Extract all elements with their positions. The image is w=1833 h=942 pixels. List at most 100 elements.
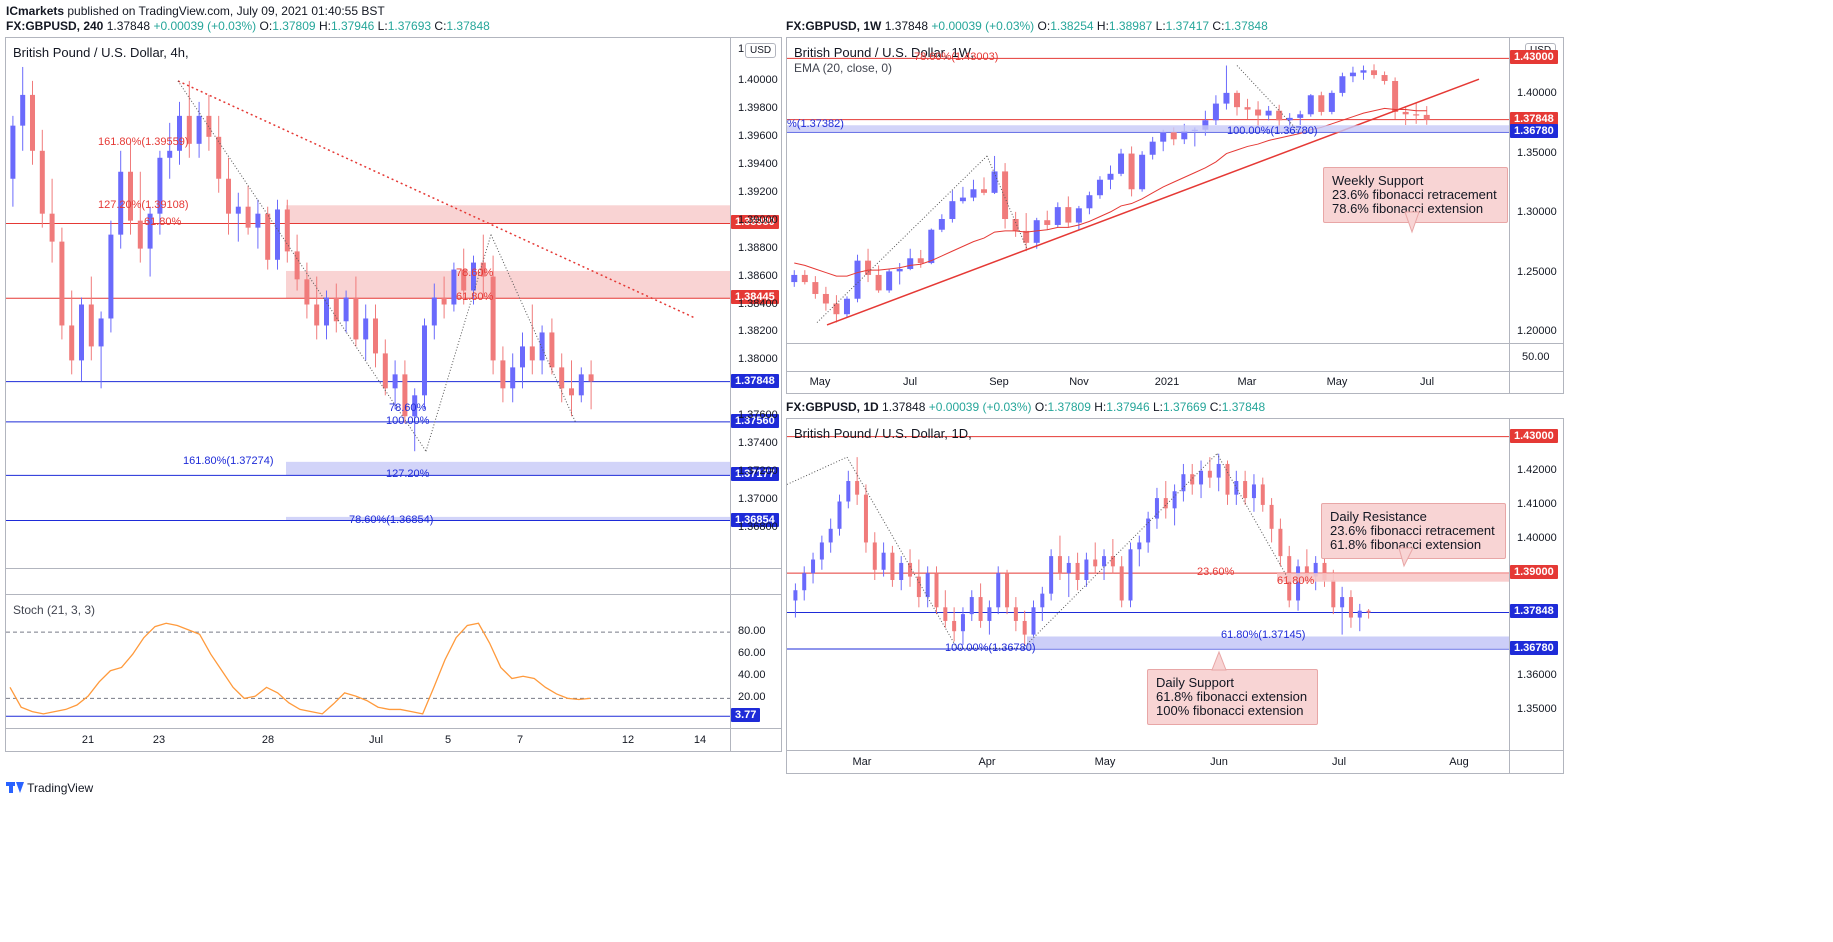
candle-body — [1149, 141, 1156, 155]
candle-body — [854, 260, 861, 299]
candle-body — [1381, 75, 1388, 81]
candle-body — [1022, 620, 1027, 635]
h4-time-axis-border — [6, 728, 781, 729]
zone-rect — [286, 270, 730, 299]
d1-symbol[interactable]: FX:GBPUSD, 1D — [786, 400, 879, 414]
note-line: 78.6% fibonacci extension — [1332, 201, 1484, 216]
fib-connector-line — [490, 234, 577, 424]
h4-close: 1.37848 — [446, 19, 490, 33]
candle-body — [960, 614, 965, 632]
candle-body — [529, 346, 535, 361]
d1-open: 1.37809 — [1047, 400, 1091, 414]
candle-body — [1040, 593, 1045, 608]
candle-body — [863, 494, 868, 543]
o-label: O: — [259, 19, 273, 33]
candle-body — [1023, 230, 1030, 243]
candle-body — [908, 562, 913, 577]
weekly-support-note: Weekly Support 23.6% fibonacci retraceme… — [1323, 167, 1508, 223]
candle-body — [20, 94, 26, 126]
candle-body — [1225, 463, 1230, 495]
o-label: O: — [1034, 400, 1048, 414]
candle-body — [569, 388, 574, 396]
fib-connector-line — [986, 155, 1028, 249]
candle-body — [128, 171, 133, 221]
candle-body — [186, 115, 192, 144]
candle-body — [373, 318, 378, 354]
candle-body — [819, 542, 824, 560]
d1-chart-svg[interactable] — [787, 419, 1563, 773]
candle-body — [959, 197, 966, 202]
candle-body — [588, 374, 594, 382]
candle-body — [1360, 70, 1367, 73]
d1-close: 1.37848 — [1221, 400, 1266, 414]
w1-high: 1.38987 — [1108, 19, 1153, 33]
candle-body — [1110, 556, 1115, 567]
daily-support-note: Daily Support 61.8% fibonacci extension … — [1147, 669, 1319, 725]
w1-symbol[interactable]: FX:GBPUSD, 1W — [786, 19, 882, 33]
candle-body — [969, 597, 974, 615]
d1-symbol-line: FX:GBPUSD, 1D 1.37848 +0.00039 (+0.03%) … — [786, 400, 1265, 414]
candle-body — [802, 573, 807, 591]
stoch-indicator-label[interactable]: Stoch (21, 3, 3) — [13, 603, 96, 617]
candle-body — [69, 325, 75, 361]
publisher-name[interactable]: ICmarkets — [6, 4, 65, 18]
h-label: H: — [318, 19, 331, 33]
note-line: 23.6% fibonacci retracement — [1330, 523, 1495, 538]
candle-body — [324, 297, 329, 326]
h4-chart-title: British Pound / U.S. Dollar, 4h, — [13, 45, 189, 60]
fib-connector-line — [1022, 453, 1218, 649]
candle-body — [353, 297, 359, 340]
ema-indicator-label[interactable]: EMA (20, close, 0) — [794, 61, 893, 75]
candle-body — [1065, 207, 1072, 223]
candle-body — [1423, 114, 1430, 120]
candle-body — [1243, 481, 1248, 499]
h4-currency-button[interactable]: USD — [745, 43, 777, 58]
fib-connector-line — [846, 456, 958, 649]
candle-body — [996, 573, 1001, 608]
candle-body — [872, 542, 877, 570]
candle-body — [1199, 470, 1204, 485]
h4-chart-svg[interactable] — [6, 38, 781, 751]
candle-body — [1093, 559, 1098, 567]
candle-body — [549, 332, 555, 368]
w1-chart-svg[interactable] — [787, 38, 1563, 393]
candle-body — [1313, 562, 1318, 577]
candle-body — [1049, 556, 1054, 594]
candle-body — [1033, 220, 1040, 243]
candle-body — [925, 573, 930, 598]
w1-change: +0.00039 (+0.03%) — [931, 19, 1035, 33]
note-line: Daily Resistance — [1330, 509, 1427, 524]
candle-body — [1296, 566, 1301, 601]
w1-currency-button[interactable]: USD — [1525, 43, 1557, 58]
candle-body — [1297, 114, 1304, 118]
candle-body — [98, 318, 104, 347]
candle-body — [1013, 607, 1018, 621]
candle-body — [1260, 484, 1265, 505]
candle-body — [10, 125, 16, 179]
candle-body — [1002, 171, 1009, 220]
tradingview-logo-icon — [6, 782, 24, 793]
h4-chart-panel[interactable]: British Pound / U.S. Dollar, 4h, Stoch (… — [5, 37, 782, 752]
h4-symbol[interactable]: FX:GBPUSD, 240 — [6, 19, 104, 33]
candle-body — [1402, 111, 1409, 115]
daily-resistance-note: Daily Resistance 23.6% fibonacci retrace… — [1321, 503, 1506, 559]
candle-body — [916, 576, 921, 598]
candle-body — [471, 262, 476, 291]
candle-body — [843, 298, 850, 315]
candle-body — [1223, 92, 1230, 104]
fib-connector-line — [787, 456, 848, 485]
candle-body — [1146, 518, 1151, 543]
candle-body — [934, 573, 939, 608]
candle-body — [1066, 562, 1071, 574]
candle-body — [1244, 107, 1251, 110]
ascending-trendline — [826, 78, 1480, 326]
candle-body — [245, 206, 251, 228]
stoch-k-line — [9, 622, 591, 715]
candle-body — [1265, 110, 1272, 116]
candle-body — [970, 189, 977, 198]
candle-body — [79, 304, 84, 361]
tradingview-attribution[interactable]: TradingView — [6, 781, 93, 795]
candle-body — [1212, 103, 1219, 121]
w1-symbol-line: FX:GBPUSD, 1W 1.37848 +0.00039 (+0.03%) … — [786, 19, 1268, 33]
candle-body — [1322, 562, 1327, 580]
